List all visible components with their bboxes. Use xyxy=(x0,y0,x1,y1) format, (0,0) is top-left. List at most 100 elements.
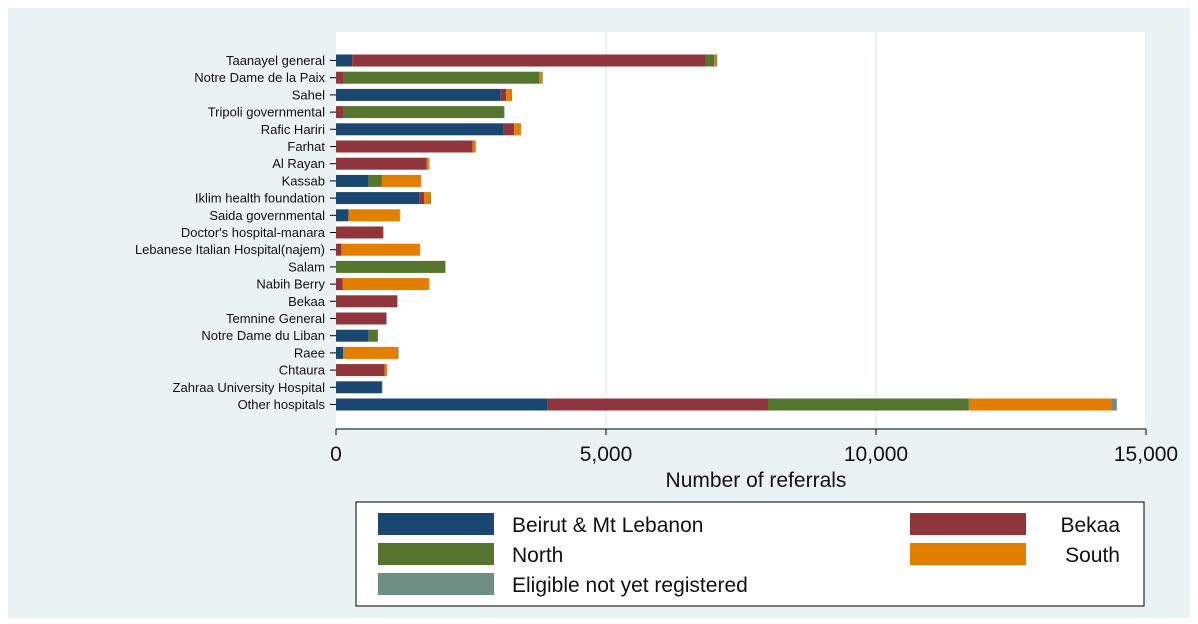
x-tick-label: 10,000 xyxy=(844,443,908,466)
bar-segment xyxy=(336,174,369,187)
bar-segment xyxy=(386,312,387,325)
category-label: Doctor's hospital-manara xyxy=(181,225,326,240)
bar-segment xyxy=(336,226,383,239)
bar-segment xyxy=(336,88,501,101)
bar-segment xyxy=(428,157,430,170)
x-axis-title: Number of referrals xyxy=(666,469,847,492)
bar-segment xyxy=(705,54,714,67)
bar-segment xyxy=(426,157,429,170)
bar-segment xyxy=(381,174,421,187)
bar-segment xyxy=(386,364,388,377)
bar-segment xyxy=(503,106,505,119)
bar-segment xyxy=(419,192,425,205)
bar-segment xyxy=(1111,398,1117,411)
bar-segment xyxy=(542,71,543,84)
bar-segment xyxy=(382,226,384,239)
bar-segment xyxy=(539,71,543,84)
bar-segment xyxy=(377,329,379,342)
bar-segment xyxy=(343,106,504,119)
bar-segment xyxy=(336,140,473,153)
legend-swatch xyxy=(910,513,1026,535)
category-label: Tripoli governmental xyxy=(208,105,325,120)
category-label: Temnine General xyxy=(226,311,325,326)
bars-group xyxy=(336,54,1117,411)
bar-segment xyxy=(336,295,398,308)
legend-label: Bekaa xyxy=(1060,514,1120,537)
bar-segment xyxy=(343,346,399,359)
category-label: Bekaa xyxy=(288,294,326,309)
bar-segment xyxy=(384,364,387,377)
legend-swatch xyxy=(378,573,494,595)
bar-segment xyxy=(368,174,382,187)
bar-segment xyxy=(336,209,349,222)
gridlines xyxy=(605,32,1147,429)
category-label: Zahraa University Hospital xyxy=(173,380,326,395)
category-label: Saida governmental xyxy=(209,208,325,223)
bar-segment xyxy=(336,71,344,84)
bar-segment xyxy=(336,329,369,342)
bar-segment xyxy=(430,192,432,205)
category-label: Rafic Hariri xyxy=(261,122,325,137)
bar-segment xyxy=(428,278,430,291)
bar-segment xyxy=(424,192,431,205)
legend-swatch xyxy=(378,513,494,535)
bar-segment xyxy=(381,381,383,394)
legend-label: Eligible not yet registered xyxy=(512,574,748,597)
bar-segment xyxy=(336,346,344,359)
bar-segment xyxy=(342,278,429,291)
bar-segment xyxy=(352,54,706,67)
x-tick-label: 5,000 xyxy=(580,443,633,466)
category-label: Salam xyxy=(288,259,325,274)
legend-swatch xyxy=(378,543,494,565)
category-label: Raee xyxy=(294,345,325,360)
category-labels: Taanayel general Notre Dame de la Paix Sah… xyxy=(135,53,336,412)
x-axis-ticks: 0 5,000 10,000 15,000 xyxy=(330,429,1178,466)
category-label: Kassab xyxy=(282,173,325,188)
category-label: Other hospitals xyxy=(238,397,326,412)
bar-segment xyxy=(503,123,515,136)
bar-segment xyxy=(343,71,540,84)
bar-segment xyxy=(445,260,446,273)
bar-segment xyxy=(715,54,718,67)
bar-segment xyxy=(968,398,1112,411)
bar-segment xyxy=(336,260,446,273)
bar-segment xyxy=(336,278,343,291)
bar-segment xyxy=(336,157,427,170)
bar-segment xyxy=(514,123,521,136)
bar-segment xyxy=(500,88,507,101)
bar-segment xyxy=(398,346,399,359)
bar-segment xyxy=(768,398,969,411)
bar-segment xyxy=(475,140,476,153)
bar-segment xyxy=(520,123,522,136)
bar-segment xyxy=(419,243,421,256)
bar-segment xyxy=(336,54,353,67)
legend-label: Beirut & Mt Lebanon xyxy=(512,514,703,537)
bar-segment xyxy=(336,381,382,394)
bar-segment xyxy=(368,329,378,342)
x-tick-label: 15,000 xyxy=(1114,443,1178,466)
bar-segment xyxy=(336,364,385,377)
bar-segment xyxy=(714,54,716,67)
category-label: Lebanese Italian Hospital(najem) xyxy=(135,242,325,257)
bar-segment xyxy=(472,140,476,153)
category-label: Taanayel general xyxy=(226,53,325,68)
bar-segment xyxy=(336,398,548,411)
bar-segment xyxy=(336,192,420,205)
bar-segment xyxy=(348,209,400,222)
bar-segment xyxy=(336,243,342,256)
legend-swatch xyxy=(910,543,1026,565)
category-label: Notre Dame du Liban xyxy=(201,328,325,343)
category-label: Farhat xyxy=(287,139,325,154)
x-tick-label: 0 xyxy=(330,443,342,466)
bar-segment xyxy=(336,106,344,119)
bar-segment xyxy=(399,209,401,222)
bar-segment xyxy=(397,295,398,308)
bar-segment xyxy=(511,88,513,101)
bar-segment xyxy=(336,123,504,136)
category-label: Iklim health foundation xyxy=(195,191,325,206)
category-label: Notre Dame de la Paix xyxy=(194,70,325,85)
category-label: Chtaura xyxy=(279,363,326,378)
bar-segment xyxy=(547,398,768,411)
category-label: Al Rayan xyxy=(272,156,325,171)
